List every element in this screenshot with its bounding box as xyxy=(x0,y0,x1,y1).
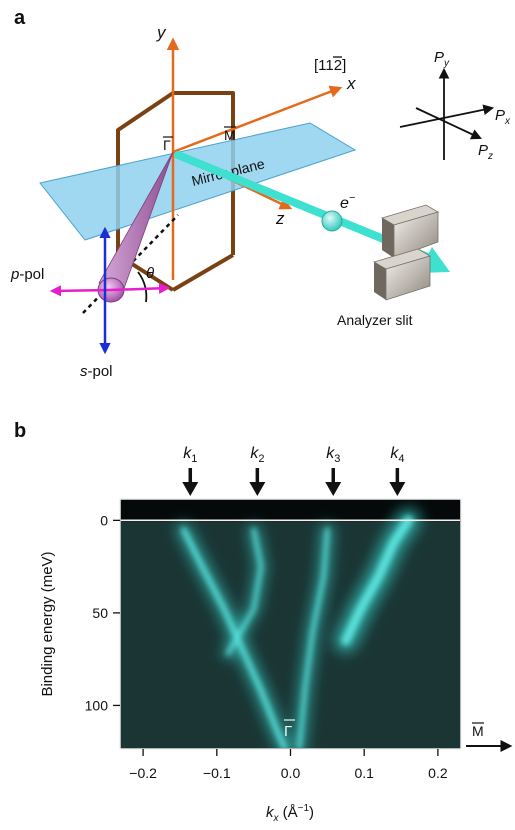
x-axis-title: kx (Å−1) xyxy=(266,803,314,824)
x-tick-label: −0.2 xyxy=(129,765,157,781)
electron-ball xyxy=(321,210,343,232)
spin-axes xyxy=(399,67,495,160)
z-axis-label: z xyxy=(275,209,285,228)
electron-label: e− xyxy=(340,192,356,212)
surface-normal-dashed xyxy=(82,214,179,314)
panel-b-letter: b xyxy=(14,420,26,442)
y-tick-label: 50 xyxy=(92,605,108,621)
analyzer-slit-label: Analyzer slit xyxy=(337,312,413,328)
direction-label: [112] xyxy=(314,57,346,74)
m-point-label: M xyxy=(224,127,236,143)
arpes-plot xyxy=(119,498,462,750)
analyzer-slit xyxy=(372,204,440,301)
theta-label: θ xyxy=(146,265,154,282)
p-pol-arrow-right xyxy=(110,282,171,294)
k-arrow-head-3 xyxy=(325,482,342,496)
p-pol-label: p-pol xyxy=(10,266,44,283)
panel-a-letter: a xyxy=(14,7,26,29)
band-4 xyxy=(341,515,413,646)
y-axis-title: Binding energy (meV) xyxy=(39,551,56,696)
band-1 xyxy=(181,527,288,748)
py-label: Py xyxy=(434,49,450,69)
theta-arc xyxy=(137,271,148,303)
x-tick-label: 0.1 xyxy=(354,765,374,781)
k-label-4: k4 xyxy=(390,445,404,465)
k-label-3: k3 xyxy=(326,445,340,465)
x-ticks: −0.2 −0.1 0.0 0.1 0.2 xyxy=(129,749,448,781)
x-tick-label: 0.2 xyxy=(428,765,448,781)
k-arrow-head-4 xyxy=(389,482,406,496)
m-direction-label: M xyxy=(472,723,484,739)
k-label-1: k1 xyxy=(183,445,197,465)
y-ticks: 0 50 100 xyxy=(85,512,120,713)
k-label-2: k2 xyxy=(250,445,264,465)
x-axis xyxy=(172,85,343,154)
band-3 xyxy=(297,527,330,748)
gamma-label: Γ xyxy=(284,723,292,740)
gamma-point-label: Γ xyxy=(163,137,171,153)
k-arrow-head-1 xyxy=(182,482,199,496)
band-2 xyxy=(225,527,264,656)
x-axis-label: x xyxy=(346,74,356,93)
pz-label: Pz xyxy=(478,142,493,162)
y-tick-label: 0 xyxy=(100,512,108,528)
mirror-plane xyxy=(39,122,357,241)
x-tick-label: 0.0 xyxy=(281,765,301,781)
s-pol-label: s-pol xyxy=(80,363,113,380)
k-arrow-head-2 xyxy=(249,482,266,496)
p-pol-arrow xyxy=(49,285,112,297)
x-tick-label: −0.1 xyxy=(203,765,231,781)
y-axis-label: y xyxy=(156,23,167,42)
y-tick-label: 100 xyxy=(85,697,109,713)
k-marks: k1 k2 k3 k4 xyxy=(182,445,406,496)
px-label: Px xyxy=(495,107,511,127)
